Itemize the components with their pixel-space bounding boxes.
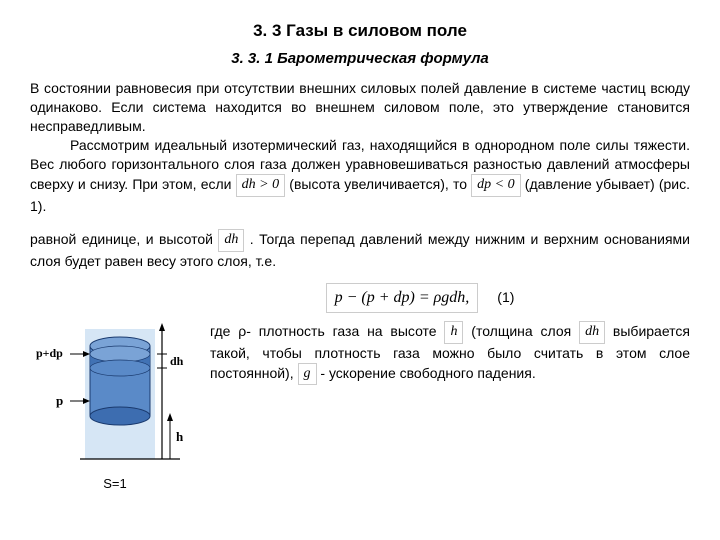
paragraph-1: В состоянии равновесия при отсутствии вн…: [30, 79, 690, 215]
figure-caption: S=1: [30, 475, 200, 493]
figure-row: p+dp p dh h S=1 где ρ- плотность газа на…: [30, 321, 690, 493]
inline-formula-dh-gt: dh > 0: [236, 174, 285, 197]
figure-container: p+dp p dh h S=1: [30, 321, 200, 493]
figure-diagram: p+dp p dh h: [30, 321, 190, 471]
label-p-plus-dp: p+dp: [36, 346, 63, 360]
inline-formula-dh3: dh: [579, 321, 605, 344]
inline-formula-g: g: [298, 363, 317, 386]
paragraph-3: где ρ- плотность газа на высоте h (толщи…: [200, 321, 690, 386]
para1-text-a: В состоянии равновесия при отсутствии вн…: [30, 80, 690, 134]
para3-text-b: (толщина слоя: [471, 323, 579, 339]
para1-text-c: (высота увеличивается), то: [289, 176, 471, 192]
equation-block: p − (p + dp) = ρgdh, (1): [150, 283, 690, 313]
subsection-title: 3. 3. 1 Барометрическая формула: [30, 49, 690, 69]
inline-formula-h: h: [444, 321, 463, 344]
inline-formula-dp-lt: dp < 0: [471, 174, 520, 197]
section-title: 3. 3 Газы в силовом поле: [30, 20, 690, 43]
label-h: h: [176, 429, 184, 444]
label-dh: dh: [170, 354, 184, 368]
para3-text-a: где ρ- плотность газа на высоте: [210, 323, 444, 339]
para2-text-a: равной единице, и высотой: [30, 232, 218, 248]
para3-text-d: - ускорение свободного падения.: [320, 365, 535, 381]
inline-formula-dh: dh: [218, 229, 244, 252]
equation-1: p − (p + dp) = ρgdh,: [326, 283, 479, 313]
equation-number: (1): [497, 288, 514, 307]
paragraph-2: равной единице, и высотой dh . Тогда пер…: [30, 229, 690, 271]
label-p: p: [56, 393, 63, 408]
